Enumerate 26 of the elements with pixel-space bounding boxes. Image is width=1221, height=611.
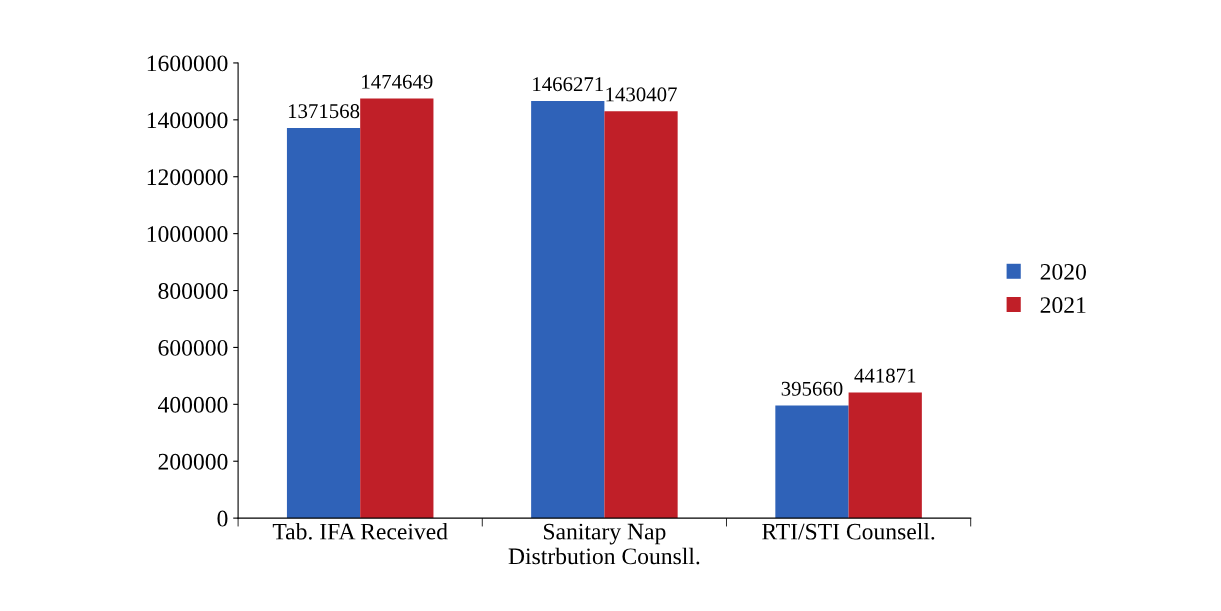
x-tick-label: Tab. IFA Received [272,522,448,540]
data-label: 1371568 [288,104,360,119]
data-label: 1474649 [362,74,433,89]
y-tick-label: 1600000 [147,55,228,72]
y-tick-label: 1000000 [147,226,228,243]
y-tick-label: 0 [217,510,228,527]
y-tick-label: 200000 [158,453,228,470]
bar [360,98,434,519]
legend-label: 2021 [1040,297,1086,314]
y-tick-label: 600000 [158,339,228,356]
bar [775,405,849,519]
data-label: 1466271 [533,77,603,92]
bar [848,392,922,519]
y-tick-label: 400000 [158,396,228,413]
x-tick-label: Sanitary Nap Distrbution Counsll. [508,523,700,565]
data-label: 441871 [854,368,916,383]
bar [604,111,678,519]
x-tick-label: RTI/STI Counsell. [762,522,935,540]
bar [531,100,605,519]
legend-label: 2020 [1040,263,1086,280]
data-label: 1430407 [606,87,677,102]
y-tick-label: 1200000 [147,169,228,186]
y-tick-label: 1400000 [147,112,228,129]
bar [286,127,361,519]
y-tick-label: 800000 [158,283,228,299]
data-label: 395660 [781,381,843,396]
